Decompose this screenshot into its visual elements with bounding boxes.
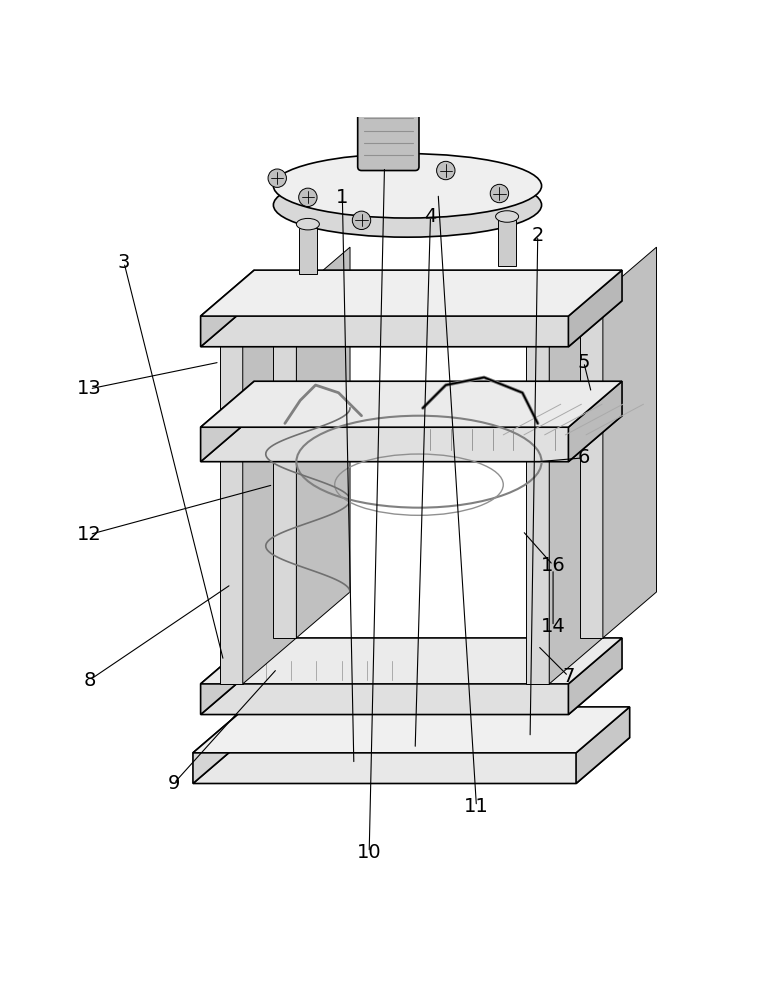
Text: 2: 2	[531, 226, 544, 245]
Polygon shape	[201, 416, 622, 462]
Polygon shape	[274, 293, 296, 638]
Polygon shape	[201, 638, 622, 684]
Circle shape	[352, 211, 371, 230]
Ellipse shape	[495, 211, 518, 222]
FancyBboxPatch shape	[498, 220, 516, 266]
Text: 1: 1	[336, 188, 348, 207]
Polygon shape	[243, 293, 296, 684]
Circle shape	[491, 184, 508, 203]
Polygon shape	[193, 707, 247, 784]
Polygon shape	[201, 270, 255, 347]
Text: 3: 3	[118, 253, 130, 272]
Polygon shape	[568, 270, 622, 347]
Ellipse shape	[296, 218, 319, 230]
FancyBboxPatch shape	[358, 79, 419, 171]
Text: 11: 11	[464, 797, 489, 816]
Circle shape	[298, 188, 317, 207]
Polygon shape	[576, 707, 630, 784]
Polygon shape	[201, 270, 622, 316]
Text: 4: 4	[424, 207, 437, 226]
Text: 7: 7	[562, 667, 574, 686]
Text: 14: 14	[541, 617, 565, 636]
Text: 16: 16	[541, 556, 565, 575]
Polygon shape	[193, 738, 630, 784]
Circle shape	[437, 161, 455, 180]
Polygon shape	[193, 707, 630, 753]
Polygon shape	[568, 381, 622, 462]
Polygon shape	[201, 638, 255, 715]
Polygon shape	[201, 669, 622, 715]
Text: 6: 6	[578, 448, 590, 467]
Ellipse shape	[274, 173, 541, 237]
Polygon shape	[568, 638, 622, 715]
Polygon shape	[603, 247, 657, 638]
Polygon shape	[220, 339, 243, 684]
Text: 8: 8	[83, 671, 95, 690]
Text: 12: 12	[77, 525, 102, 544]
Ellipse shape	[274, 154, 541, 218]
Text: 10: 10	[357, 843, 381, 862]
Polygon shape	[201, 381, 622, 427]
Polygon shape	[201, 301, 622, 347]
Text: 5: 5	[578, 353, 590, 372]
Circle shape	[268, 169, 286, 187]
Polygon shape	[580, 293, 603, 638]
Text: 13: 13	[77, 379, 102, 398]
FancyBboxPatch shape	[298, 228, 317, 274]
Polygon shape	[526, 339, 549, 684]
Ellipse shape	[361, 73, 415, 92]
Polygon shape	[201, 381, 255, 462]
Polygon shape	[549, 293, 603, 684]
Polygon shape	[296, 247, 350, 638]
Text: 9: 9	[168, 774, 180, 793]
